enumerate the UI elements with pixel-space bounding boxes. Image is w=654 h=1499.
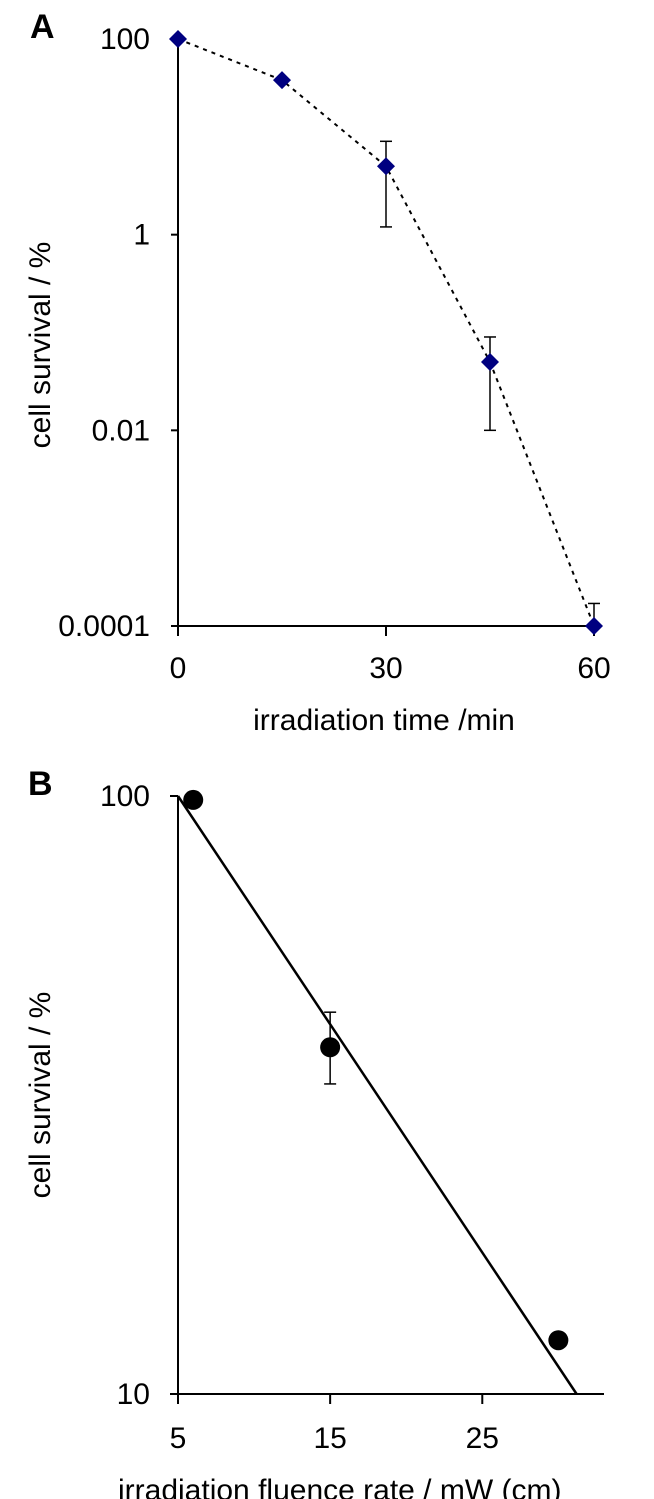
panel-a-y-tick-label: 0.01 <box>92 414 150 447</box>
panel-a-x-axis-title: irradiation time /min <box>253 704 515 737</box>
panel-b-x-tick-label: 15 <box>313 1422 346 1455</box>
panel-a-y-tick-label: 100 <box>100 23 150 56</box>
panel-a-plot-area: 100 1 0.01 0.0001 0 30 60 <box>58 23 610 685</box>
panel-a-y-tick-label: 1 <box>133 219 150 252</box>
panel-b-plot-area: 100 10 5 15 25 <box>100 780 604 1455</box>
panel-a-x-tick-label: 0 <box>170 652 187 685</box>
panel-b-x-tick-label: 5 <box>170 1422 187 1455</box>
panel-a-data-point <box>481 352 499 371</box>
panel-a-y-axis-title: cell survival / % <box>24 242 57 449</box>
panel-a-label: A <box>30 8 55 46</box>
panel-a-x-tick-label: 60 <box>577 652 610 685</box>
panel-a-series-line <box>177 38 595 627</box>
panel-a-chart: A 100 1 0.01 0.0001 0 30 60 irradiation time /… <box>24 8 611 737</box>
panel-a-data-point <box>273 71 291 90</box>
panel-b-x-axis-title: irradiation fluence rate / mW (cm) <box>118 1474 561 1499</box>
panel-a-x-tick-label: 30 <box>369 652 402 685</box>
panel-b-data-point <box>548 1330 569 1351</box>
panel-b-y-tick-label: 100 <box>100 780 150 813</box>
panel-b-label: B <box>28 765 53 803</box>
panel-b-y-axis-title: cell survival / % <box>24 992 57 1199</box>
panel-b-chart: B 100 10 5 15 25 irradiation fluence rate / … <box>24 765 604 1499</box>
panel-a-data-point <box>585 617 603 635</box>
panel-a-y-tick-label: 0.0001 <box>58 610 150 643</box>
panel-a-data-point <box>169 30 187 48</box>
panel-a-data-point <box>377 157 395 176</box>
panel-b-data-point <box>183 789 204 810</box>
panel-b-y-tick-label: 10 <box>117 1378 150 1411</box>
panel-b-data-point <box>320 1037 341 1058</box>
panel-b-x-tick-label: 25 <box>466 1422 499 1455</box>
panel-b-fit-line <box>176 795 578 1395</box>
